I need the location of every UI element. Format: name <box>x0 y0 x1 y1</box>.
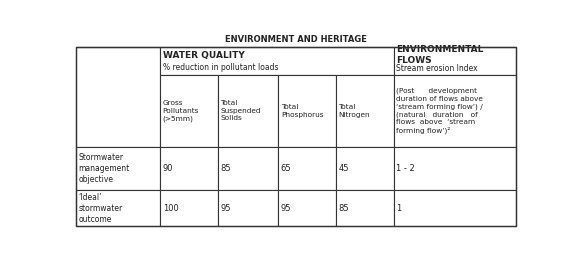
Bar <box>160 147 218 190</box>
Text: 95: 95 <box>220 204 231 213</box>
Bar <box>394 75 517 147</box>
Text: 85: 85 <box>220 164 231 173</box>
Bar <box>279 190 336 226</box>
Bar <box>218 190 279 226</box>
Text: 45: 45 <box>339 164 349 173</box>
Bar <box>394 147 517 190</box>
Bar <box>336 147 394 190</box>
Text: Stream erosion Index: Stream erosion Index <box>396 64 478 73</box>
Bar <box>218 75 279 147</box>
Text: 85: 85 <box>339 204 349 213</box>
Text: 1 - 2: 1 - 2 <box>396 164 415 173</box>
Bar <box>76 47 160 147</box>
Bar <box>160 47 394 75</box>
Bar <box>160 75 218 147</box>
Text: 100: 100 <box>162 204 179 213</box>
Bar <box>160 190 218 226</box>
Text: Stormwater
management
objective: Stormwater management objective <box>78 153 129 184</box>
Text: Total
Nitrogen: Total Nitrogen <box>339 104 370 118</box>
Text: ‘Ideal’
stormwater
outcome: ‘Ideal’ stormwater outcome <box>78 193 123 224</box>
Bar <box>218 147 279 190</box>
Bar <box>336 75 394 147</box>
Text: (Post      development
duration of flows above
‘stream forming flow’) /
(natural: (Post development duration of flows abov… <box>396 88 483 134</box>
Bar <box>279 75 336 147</box>
Text: 1: 1 <box>396 204 402 213</box>
Bar <box>76 190 160 226</box>
Bar <box>336 190 394 226</box>
Text: 65: 65 <box>281 164 291 173</box>
Text: ENVIRONMENTAL
FLOWS: ENVIRONMENTAL FLOWS <box>396 45 484 65</box>
Text: 95: 95 <box>281 204 291 213</box>
Text: ENVIRONMENT AND HERITAGE: ENVIRONMENT AND HERITAGE <box>225 35 367 44</box>
Bar <box>279 147 336 190</box>
Text: % reduction in pollutant loads: % reduction in pollutant loads <box>162 63 278 72</box>
Bar <box>76 147 160 190</box>
Text: 90: 90 <box>162 164 173 173</box>
Text: WATER QUALITY: WATER QUALITY <box>162 51 244 60</box>
Text: Gross
Pollutants
(>5mm): Gross Pollutants (>5mm) <box>162 100 199 122</box>
Text: Total
Suspended
Solids: Total Suspended Solids <box>220 100 261 122</box>
Text: Total
Phosphorus: Total Phosphorus <box>281 104 323 118</box>
Bar <box>394 190 517 226</box>
Bar <box>394 47 517 75</box>
